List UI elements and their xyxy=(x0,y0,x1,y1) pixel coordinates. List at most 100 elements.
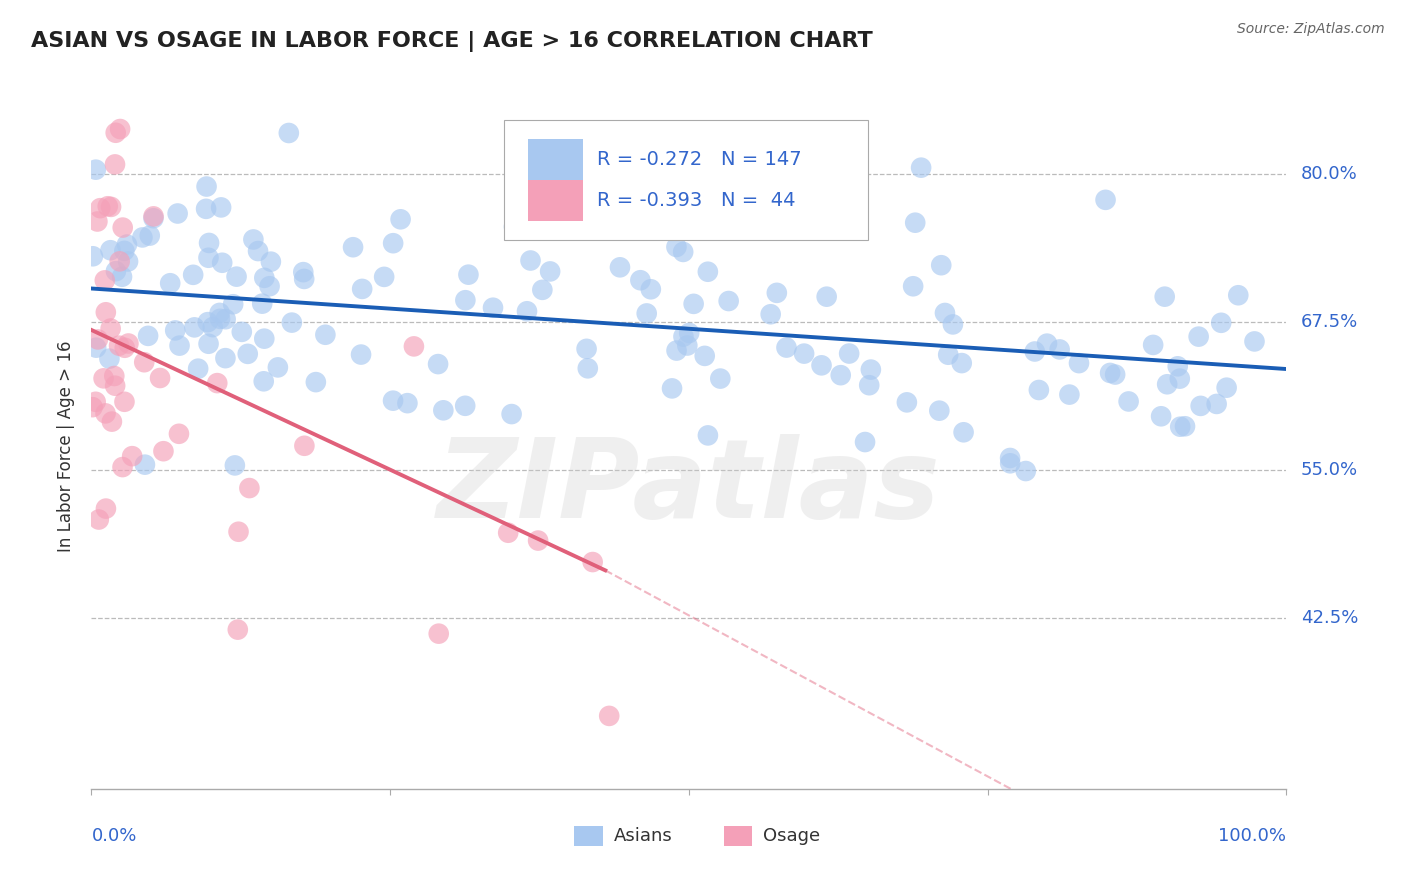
Point xyxy=(94,305,117,319)
Point xyxy=(1015,464,1038,478)
Point xyxy=(396,396,419,410)
Point xyxy=(1024,344,1046,359)
Point xyxy=(253,332,276,346)
Point xyxy=(1049,343,1071,357)
Point xyxy=(709,371,731,385)
Text: Asians: Asians xyxy=(613,827,672,845)
Point xyxy=(859,362,882,376)
Point xyxy=(609,260,631,275)
Point xyxy=(100,244,122,258)
Point xyxy=(1094,193,1116,207)
Point xyxy=(149,371,172,385)
Point xyxy=(950,356,973,370)
Point xyxy=(94,273,117,287)
Point xyxy=(281,316,304,330)
Point xyxy=(998,456,1021,470)
Point xyxy=(222,297,245,311)
Point xyxy=(214,351,236,366)
Point xyxy=(1188,329,1211,343)
Point xyxy=(100,200,122,214)
Point xyxy=(111,460,134,475)
Point xyxy=(103,369,125,384)
Point xyxy=(936,348,959,362)
Point xyxy=(1167,359,1189,374)
Point xyxy=(661,381,683,395)
Point xyxy=(896,395,918,409)
Text: Osage: Osage xyxy=(763,827,820,845)
Point xyxy=(197,336,219,351)
Point xyxy=(159,277,181,291)
Point xyxy=(427,626,450,640)
Text: 55.0%: 55.0% xyxy=(1301,460,1358,479)
Point xyxy=(352,282,374,296)
Point xyxy=(114,394,136,409)
Point xyxy=(1067,356,1090,370)
Point xyxy=(195,202,218,216)
Point xyxy=(165,323,187,337)
Point xyxy=(454,399,477,413)
Point xyxy=(389,212,412,227)
Point xyxy=(228,524,250,539)
Point xyxy=(665,343,688,358)
Point xyxy=(142,211,165,226)
Point xyxy=(382,393,405,408)
Point xyxy=(373,269,395,284)
Y-axis label: In Labor Force | Age > 16: In Labor Force | Age > 16 xyxy=(58,340,76,552)
Point xyxy=(598,709,620,723)
Point xyxy=(253,270,276,285)
Point xyxy=(952,425,974,440)
Point xyxy=(815,290,838,304)
Point xyxy=(181,268,204,282)
Point xyxy=(166,206,188,220)
Point xyxy=(187,361,209,376)
Point xyxy=(84,394,107,409)
FancyBboxPatch shape xyxy=(527,139,582,179)
Text: R = -0.393   N =  44: R = -0.393 N = 44 xyxy=(598,191,796,211)
Point xyxy=(1174,419,1197,434)
Point xyxy=(1150,409,1173,424)
Point xyxy=(640,282,662,296)
Point xyxy=(224,458,246,473)
Point xyxy=(197,251,219,265)
Point xyxy=(238,481,260,495)
Point xyxy=(142,210,165,224)
Point xyxy=(998,450,1021,465)
Point xyxy=(82,249,104,263)
Point xyxy=(766,285,789,300)
Point xyxy=(84,162,107,177)
Point xyxy=(242,232,264,246)
Point xyxy=(211,256,233,270)
Point xyxy=(214,312,236,326)
Point xyxy=(100,321,122,335)
Point xyxy=(207,376,229,391)
Point xyxy=(682,297,704,311)
Point xyxy=(84,341,107,355)
Point xyxy=(314,327,336,342)
Point xyxy=(108,339,131,353)
Point xyxy=(531,283,554,297)
Point xyxy=(108,122,131,136)
Point xyxy=(636,306,658,320)
Point xyxy=(527,533,550,548)
Text: 0.0%: 0.0% xyxy=(91,827,136,846)
Point xyxy=(167,426,190,441)
Point xyxy=(904,216,927,230)
FancyBboxPatch shape xyxy=(574,826,603,847)
Text: 80.0%: 80.0% xyxy=(1301,165,1358,183)
Point xyxy=(1211,316,1233,330)
Point xyxy=(672,329,695,343)
Point xyxy=(260,254,283,268)
Point xyxy=(231,325,253,339)
Point xyxy=(1243,334,1265,349)
Point xyxy=(665,240,688,254)
Point xyxy=(696,265,718,279)
Point xyxy=(503,219,526,234)
Point xyxy=(582,555,605,569)
Point xyxy=(934,306,956,320)
Point xyxy=(350,348,373,362)
Point xyxy=(1028,383,1050,397)
Text: R = -0.272   N = 147: R = -0.272 N = 147 xyxy=(598,150,801,169)
Point xyxy=(482,301,505,315)
Point xyxy=(115,237,138,252)
Text: 100.0%: 100.0% xyxy=(1219,827,1286,846)
